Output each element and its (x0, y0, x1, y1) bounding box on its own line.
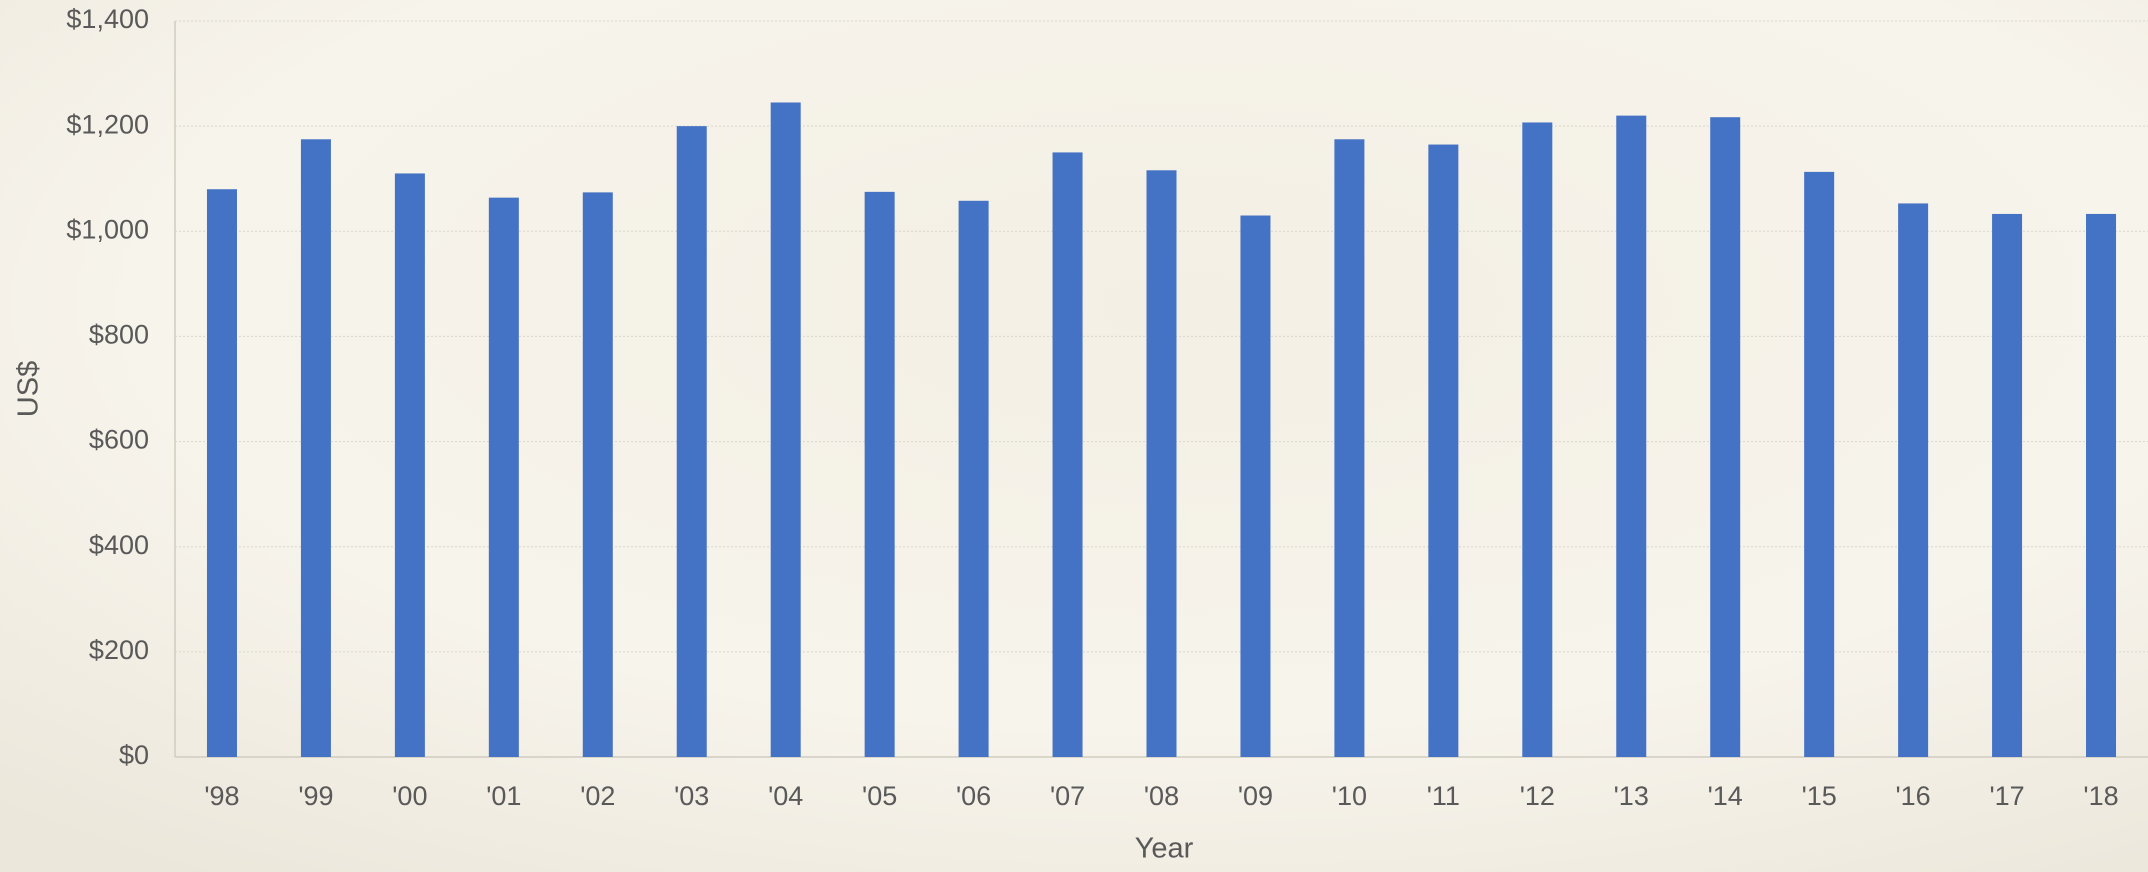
y-tick-label: $0 (119, 740, 149, 770)
x-tick-label: '00 (392, 781, 427, 811)
x-tick-label: '18 (2083, 781, 2118, 811)
bar (1240, 215, 1271, 757)
bar (1052, 152, 1083, 757)
bar (2086, 213, 2117, 758)
x-tick-label: '04 (768, 781, 803, 811)
x-tick-label: '09 (1238, 781, 1273, 811)
x-tick-label: '17 (1989, 781, 2024, 811)
x-tick-label: '03 (674, 781, 709, 811)
bar (1146, 170, 1177, 757)
bar (206, 189, 237, 757)
x-tick-label: '06 (956, 781, 991, 811)
bar (582, 192, 613, 757)
x-tick-label: '13 (1614, 781, 1649, 811)
x-tick-label: '07 (1050, 781, 1085, 811)
bar (1616, 115, 1647, 758)
x-tick-label: '01 (486, 781, 521, 811)
x-tick-label: '05 (862, 781, 897, 811)
bar (300, 139, 331, 758)
bar (394, 173, 425, 757)
bar (1804, 171, 1835, 757)
y-tick-label: $1,200 (66, 109, 149, 139)
bar (1428, 144, 1459, 758)
bar (488, 197, 519, 757)
x-tick-label: '08 (1144, 781, 1179, 811)
bar (1992, 213, 2023, 758)
bar (1710, 117, 1741, 758)
x-tick-label: '15 (1802, 781, 1837, 811)
y-axis-title: US$ (13, 361, 45, 417)
bar (864, 191, 895, 757)
y-tick-label: $600 (89, 425, 149, 455)
bar (1334, 139, 1365, 758)
bar (1522, 122, 1553, 757)
y-tick-label: $200 (89, 635, 149, 665)
x-tick-label: '12 (1520, 781, 1555, 811)
x-axis-title: Year (1135, 833, 1194, 865)
bar (676, 126, 707, 757)
y-tick-label: $800 (89, 320, 149, 350)
x-tick-label: '98 (204, 781, 239, 811)
x-tick-label: '02 (580, 781, 615, 811)
bar (958, 200, 989, 757)
bar (1898, 203, 1929, 757)
x-tick-label: '10 (1332, 781, 1367, 811)
x-tick-label: '16 (1896, 781, 1931, 811)
bar (770, 102, 801, 757)
y-tick-label: $1,000 (66, 214, 149, 244)
x-tick-label: '14 (1708, 781, 1743, 811)
y-tick-label: $400 (89, 530, 149, 560)
y-tick-label: $1,400 (66, 4, 149, 34)
x-tick-label: '99 (298, 781, 333, 811)
x-tick-label: '11 (1427, 781, 1460, 811)
